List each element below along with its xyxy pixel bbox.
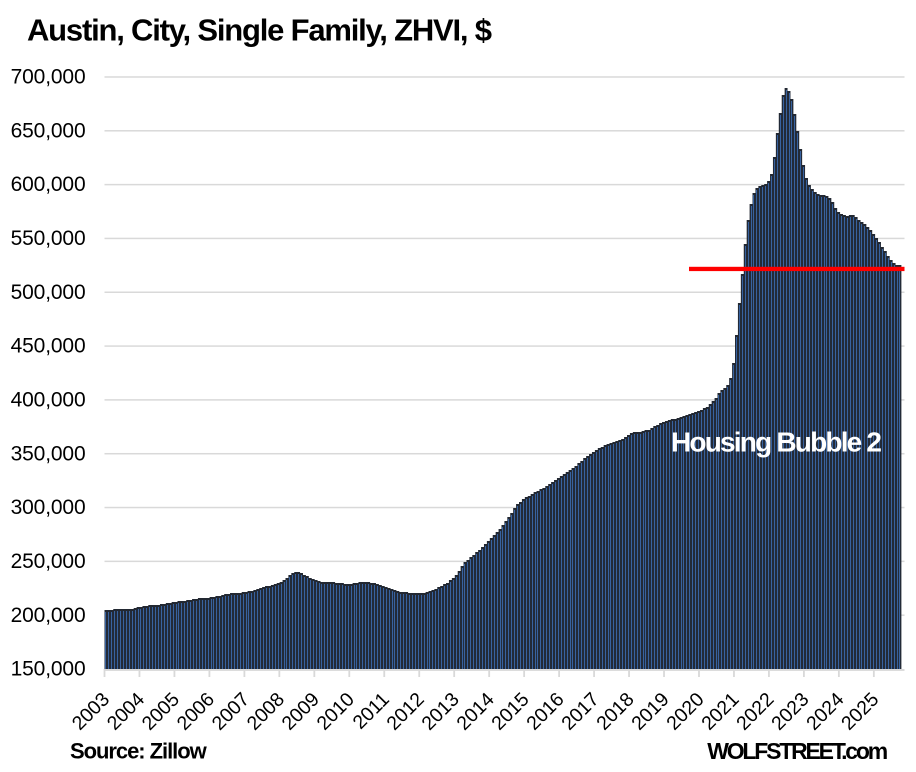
svg-text:WOLFSTREET.com: WOLFSTREET.com: [707, 738, 888, 764]
svg-text:Austin, City, Single Family, Z: Austin, City, Single Family, ZHVI, $: [27, 12, 492, 47]
svg-text:350,000: 350,000: [11, 442, 86, 465]
svg-text:250,000: 250,000: [11, 550, 86, 573]
svg-text:550,000: 550,000: [11, 227, 86, 250]
svg-text:600,000: 600,000: [11, 173, 86, 196]
svg-text:Housing Bubble 2: Housing Bubble 2: [671, 427, 881, 458]
svg-text:Source: Zillow: Source: Zillow: [70, 739, 208, 764]
svg-text:700,000: 700,000: [11, 66, 86, 89]
svg-text:450,000: 450,000: [11, 335, 86, 358]
svg-text:400,000: 400,000: [11, 389, 86, 412]
svg-text:200,000: 200,000: [11, 604, 86, 627]
svg-text:150,000: 150,000: [11, 658, 86, 681]
svg-text:650,000: 650,000: [11, 119, 86, 142]
svg-text:300,000: 300,000: [11, 496, 86, 519]
svg-text:500,000: 500,000: [11, 281, 86, 304]
